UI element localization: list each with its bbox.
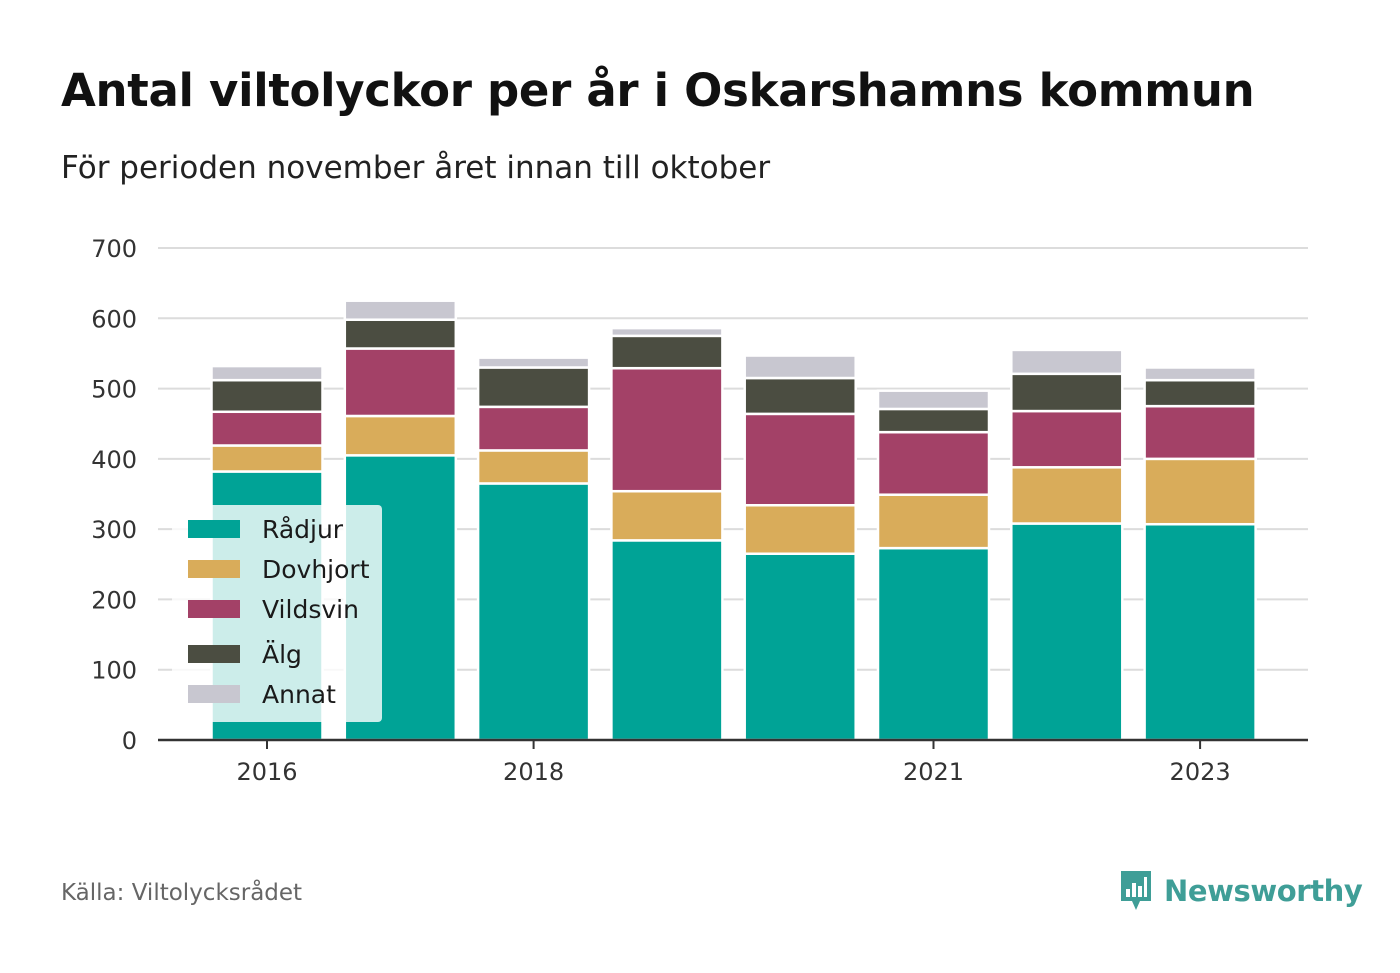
bar-2018-älg [476, 366, 591, 409]
x-tick-label-2023: 2023 [1170, 758, 1231, 786]
bar-2019-vildsvin [610, 366, 724, 493]
bar-2023-annat [1143, 366, 1257, 382]
legend-swatch-älg [188, 645, 240, 663]
legend-swatch-rådjur [188, 520, 240, 538]
legend-swatch-vildsvin [188, 600, 240, 618]
bar-2022-älg [1010, 372, 1124, 413]
y-tick-label-0: 0 [122, 727, 137, 755]
bar-2016-vildsvin [210, 410, 324, 447]
bar-2022-annat [1010, 348, 1124, 376]
brand-logo: Newsworthy [1118, 868, 1363, 914]
bar-2020-älg [743, 376, 857, 416]
legend-label-rådjur: Rådjur [262, 515, 344, 544]
bar-2019-dovhjort [610, 489, 724, 542]
bar-2021-annat [876, 389, 991, 411]
y-tick-label-300: 300 [91, 516, 137, 544]
newsworthy-icon [1121, 871, 1151, 910]
bar-2021-älg [876, 407, 991, 434]
bar-2023-vildsvin [1143, 404, 1257, 461]
legend-background [172, 505, 382, 722]
bar-2017-annat [343, 299, 458, 321]
source-note: Källa: Viltolycksrådet [61, 880, 303, 906]
bar-2022-dovhjort [1010, 466, 1124, 525]
bar-2020-vildsvin [743, 412, 857, 507]
x-tick-label-2021: 2021 [903, 758, 964, 786]
chart-subtitle: För perioden november året innan till ok… [61, 150, 771, 186]
bar-2021-vildsvin [876, 430, 991, 496]
x-tick-label-2016: 2016 [236, 758, 297, 786]
x-axis: 2016 2018 2021 2023 [158, 738, 1308, 786]
bar-2018-dovhjort [476, 449, 591, 485]
bar-2022-rådjur [1010, 522, 1124, 742]
bar-2020-rådjur [743, 552, 857, 742]
bar-2022-vildsvin [1010, 409, 1124, 469]
bar-2019-rådjur [610, 539, 724, 742]
bar-2016-älg [210, 378, 324, 414]
y-axis-ticks: 0 100 200 300 400 500 600 700 [91, 235, 137, 755]
bar-2018-annat [476, 356, 591, 369]
legend-label-vildsvin: Vildsvin [262, 595, 359, 624]
y-tick-label-400: 400 [91, 446, 137, 474]
bar-2017-dovhjort [343, 414, 458, 457]
bar-2018-rådjur [476, 482, 591, 742]
bar-2020-dovhjort [743, 503, 857, 555]
legend-label-älg: Älg [262, 640, 302, 669]
y-tick-label-200: 200 [91, 586, 137, 614]
bar-2017-vildsvin [343, 347, 458, 418]
chart-title: Antal viltolyckor per år i Oskarshamns k… [61, 64, 1255, 117]
bar-2021-dovhjort [876, 493, 991, 550]
legend-swatch-dovhjort [188, 560, 240, 578]
y-tick-label-700: 700 [91, 235, 137, 263]
y-tick-label-500: 500 [91, 376, 137, 404]
bar-2023-dovhjort [1143, 457, 1257, 526]
legend-label-dovhjort: Dovhjort [262, 555, 370, 584]
bar-2016-annat [210, 364, 324, 382]
x-tick-label-2018: 2018 [503, 758, 564, 786]
y-tick-label-600: 600 [91, 305, 137, 333]
bar-2018-vildsvin [476, 405, 591, 452]
bar-2019-älg [610, 334, 724, 370]
bar-2023-rådjur [1143, 522, 1257, 742]
bar-2016-dovhjort [210, 444, 324, 473]
brand-name: Newsworthy [1164, 874, 1363, 908]
y-tick-label-100: 100 [91, 657, 137, 685]
bar-2023-älg [1143, 378, 1257, 408]
legend: Rådjur Dovhjort Vildsvin Älg Annat [172, 505, 382, 722]
bar-2019-annat [610, 326, 724, 338]
legend-label-annat: Annat [262, 680, 336, 709]
bar-2021-rådjur [876, 546, 991, 742]
legend-swatch-annat [188, 685, 240, 703]
bar-2017-älg [343, 318, 458, 350]
bar-2020-annat [743, 354, 857, 380]
